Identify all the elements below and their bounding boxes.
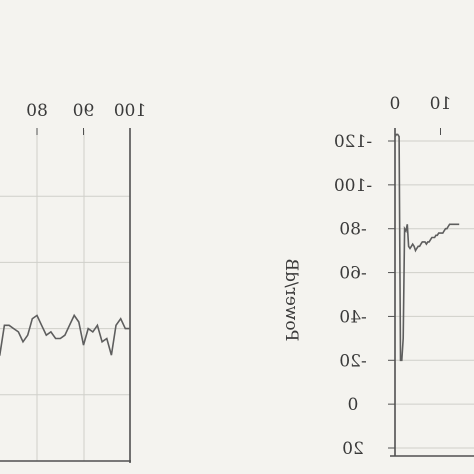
chart2-y-tick-label: -20	[339, 351, 366, 371]
chart2-x-tick-label: 10	[430, 94, 452, 114]
chart2-series-line	[394, 133, 460, 362]
chart2-y-tick-label: 0	[348, 395, 359, 415]
chart2-y-tick-label: -100	[334, 176, 372, 196]
chart2-y-tick-label: -120	[334, 132, 372, 152]
chart2-y-tick-label: -60	[339, 264, 366, 284]
chart2-y-tick-label: -80	[339, 220, 366, 240]
chart1-x-tick-label: 100	[114, 101, 146, 121]
chart2-y-axis-label: Power/dB	[281, 259, 301, 342]
chart1-x-tick-label: 80	[26, 101, 48, 121]
chart2-y-tick-label: 20	[342, 439, 364, 459]
chart1-x-tick-label: 90	[73, 101, 95, 121]
chart1-series-line	[0, 313, 130, 357]
chart2-x-tick-label: 0	[390, 94, 401, 114]
chart2-y-tick-label: -40	[339, 307, 366, 327]
